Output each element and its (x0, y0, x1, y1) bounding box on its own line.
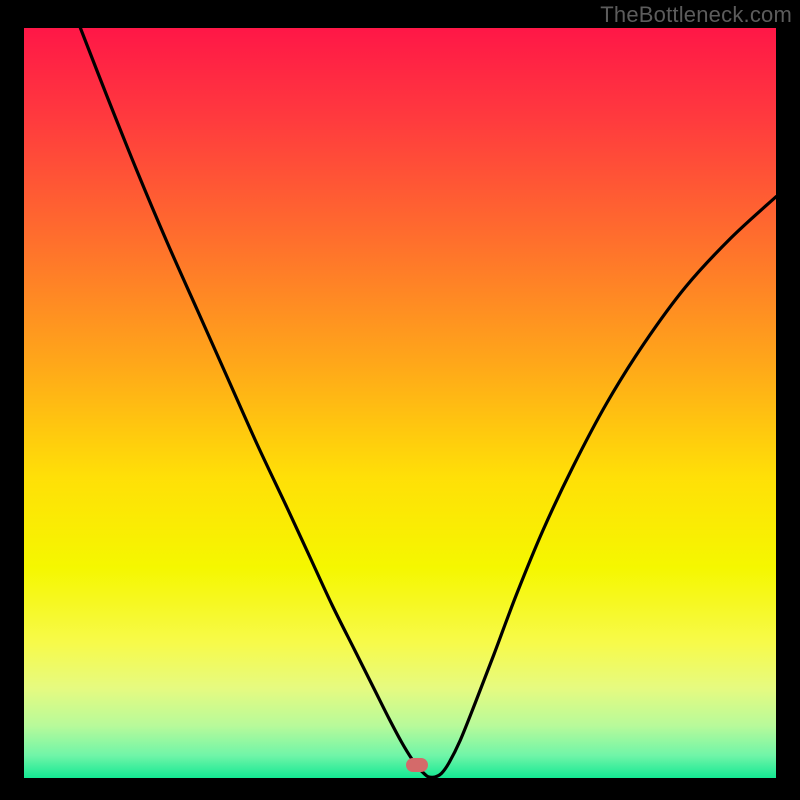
watermark-text: TheBottleneck.com (600, 2, 792, 28)
optimum-marker (406, 758, 428, 772)
plot-area (24, 28, 776, 778)
curve-path (80, 28, 776, 777)
chart-frame: TheBottleneck.com (0, 0, 800, 800)
bottleneck-curve (24, 28, 776, 778)
